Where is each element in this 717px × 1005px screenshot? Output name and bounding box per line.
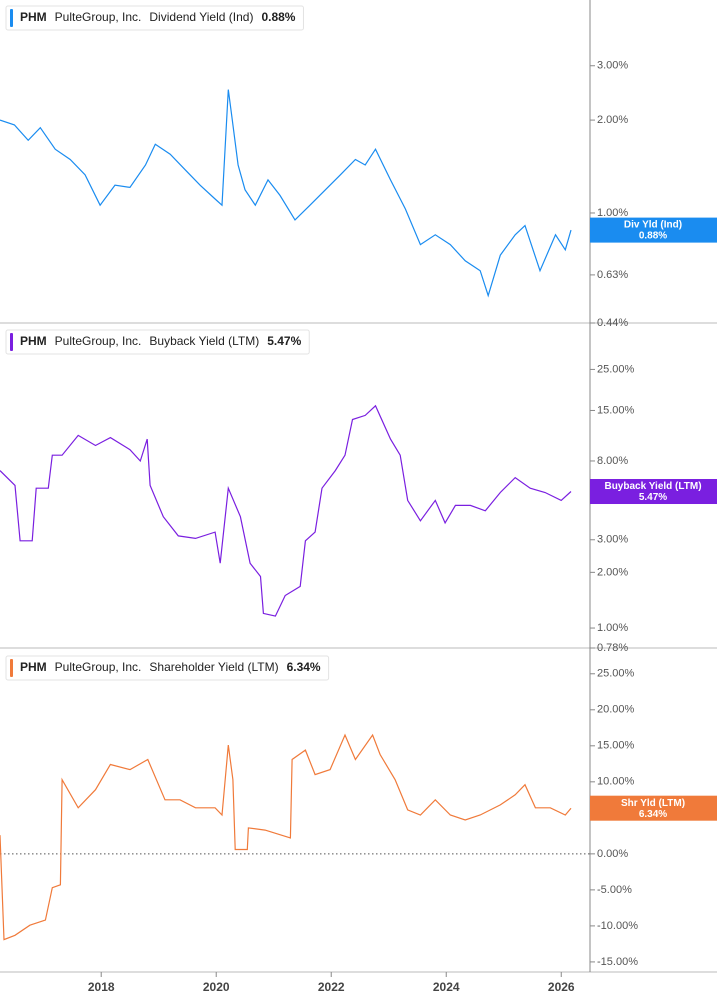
series-line <box>0 404 572 617</box>
y-tick-label: 0.44% <box>597 317 628 329</box>
y-tick-label: -5.00% <box>597 884 632 896</box>
series-line <box>0 733 572 941</box>
y-tick-label: 0.63% <box>597 269 628 281</box>
y-tick-label: 10.00% <box>597 776 635 788</box>
current-value-box <box>590 217 717 243</box>
current-value-label: 5.47% <box>639 492 667 503</box>
y-tick-label: 3.00% <box>597 60 628 72</box>
y-tick-label: 25.00% <box>597 363 635 375</box>
ticker: PHM <box>20 660 47 674</box>
series-name: Dividend Yield (Ind) <box>149 10 253 24</box>
y-tick-label: 2.00% <box>597 566 628 578</box>
legend-swatch <box>10 9 13 27</box>
y-tick-label: 15.00% <box>597 740 635 752</box>
x-tick-label: 2020 <box>203 980 230 994</box>
legend-box <box>5 5 304 31</box>
y-tick-label: 8.00% <box>597 455 628 467</box>
y-tick-label: 25.00% <box>597 668 635 680</box>
series-name: Shareholder Yield (LTM) <box>149 660 278 674</box>
legend-value: 0.88% <box>261 10 295 24</box>
legend-box <box>5 329 310 355</box>
current-series-label: Shr Yld (LTM) <box>621 798 685 809</box>
y-tick-label: 3.00% <box>597 534 628 546</box>
x-tick-label: 2026 <box>548 980 575 994</box>
y-tick-label: 20.00% <box>597 704 635 716</box>
current-value-box <box>590 795 717 821</box>
y-tick-label: 0.00% <box>597 848 628 860</box>
ticker: PHM <box>20 334 47 348</box>
ticker: PHM <box>20 10 47 24</box>
legend-value: 6.34% <box>287 660 321 674</box>
current-value-label: 0.88% <box>639 231 667 242</box>
x-tick-label: 2024 <box>433 980 460 994</box>
y-tick-label: -10.00% <box>597 920 638 932</box>
company-name: PulteGroup, Inc. <box>55 334 142 348</box>
y-tick-label: -15.00% <box>597 956 638 968</box>
legend-box <box>5 655 330 681</box>
company-name: PulteGroup, Inc. <box>55 660 142 674</box>
x-tick-label: 2022 <box>318 980 345 994</box>
current-series-label: Buyback Yield (LTM) <box>604 481 701 492</box>
y-tick-label: 0.78% <box>597 642 628 654</box>
x-tick-label: 2018 <box>88 980 115 994</box>
current-value-label: 6.34% <box>639 809 667 820</box>
legend-swatch <box>10 333 13 351</box>
current-series-label: Div Yld (Ind) <box>624 220 682 231</box>
y-tick-label: 1.00% <box>597 207 628 219</box>
y-tick-label: 15.00% <box>597 404 635 416</box>
series-name: Buyback Yield (LTM) <box>149 334 259 348</box>
y-tick-label: 2.00% <box>597 114 628 126</box>
legend-value: 5.47% <box>267 334 301 348</box>
company-name: PulteGroup, Inc. <box>55 10 142 24</box>
current-value-box <box>590 479 717 505</box>
foreground: Div Yld (Ind)0.88%PHM PulteGroup, Inc. Div… <box>0 5 717 941</box>
y-tick-label: 1.00% <box>597 622 628 634</box>
series-line <box>0 89 572 298</box>
legend-swatch <box>10 659 13 677</box>
